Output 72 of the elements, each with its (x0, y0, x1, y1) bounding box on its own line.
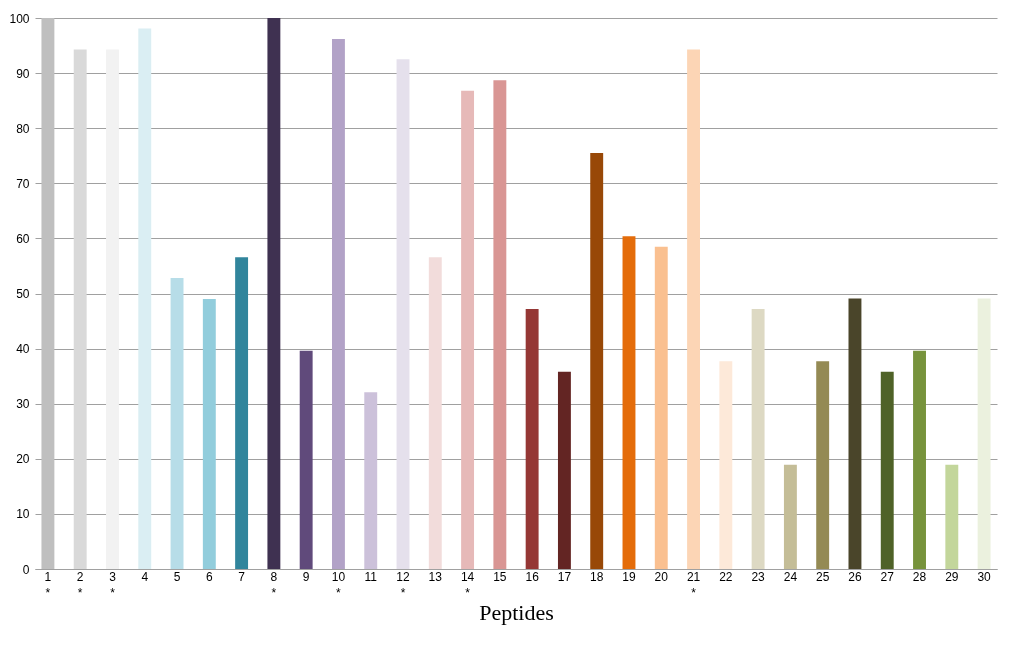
x-tick-label: 10 * (331, 569, 346, 600)
x-tick-label: 20 (654, 569, 669, 584)
bar (557, 371, 571, 569)
x-axis-title: Peptides (479, 599, 554, 625)
x-tick-label: 4 (141, 569, 149, 584)
bar (364, 392, 378, 569)
x-tick-label: 6 (205, 569, 213, 584)
bar (880, 371, 894, 569)
bar (235, 257, 249, 569)
bar (622, 236, 636, 569)
y-tick-label: 40 (16, 342, 30, 357)
y-tick-label: 20 (16, 452, 30, 467)
bar (202, 299, 216, 569)
x-tick-label: 29 (945, 569, 959, 584)
bar (719, 361, 733, 569)
y-tick-label: 0 (22, 562, 30, 577)
bar (331, 38, 345, 569)
x-tick-label: 23 (751, 569, 766, 584)
x-tick-label: 7 (238, 569, 246, 584)
bar (170, 278, 184, 569)
bar (138, 28, 152, 569)
x-tick-label: 2 * (76, 569, 84, 600)
x-tick-label: 15 (493, 569, 507, 584)
y-tick-label: 30 (16, 397, 30, 412)
x-tick-label: 25 (816, 569, 830, 584)
x-tick-label: 30 (977, 569, 992, 584)
bar (461, 90, 475, 569)
bar (299, 350, 313, 569)
bar (751, 308, 765, 569)
x-tick-label: 8 * (270, 569, 278, 600)
y-tick-label: 60 (16, 231, 30, 246)
x-tick-label: 21 * (686, 569, 701, 600)
y-tick-label: 70 (16, 176, 30, 191)
x-tick-label: 3 * (109, 569, 117, 600)
bar (106, 49, 119, 569)
x-tick-label: 16 (525, 569, 540, 584)
x-tick-label: 5 (173, 569, 181, 584)
x-tick-label: 17 (557, 569, 572, 584)
bar (590, 153, 604, 569)
x-tick-label: 12 * (396, 569, 411, 600)
y-tick-label: 10 (16, 507, 30, 522)
y-tick-label: 80 (16, 121, 30, 136)
bar (913, 350, 926, 569)
x-tick-label: 27 (880, 569, 895, 584)
bar (848, 298, 862, 569)
bar (493, 80, 507, 569)
x-tick-label: 18 (590, 569, 604, 584)
y-tick-label: 90 (16, 66, 30, 81)
bar (654, 246, 668, 569)
x-tick-label: 28 (912, 569, 927, 584)
x-tick-label: 26 (848, 569, 862, 584)
x-tick-label: 14 * (460, 569, 475, 600)
x-tick-label: 24 (783, 569, 798, 584)
bar (428, 257, 442, 569)
x-tick-label: 1 * (44, 569, 52, 600)
bar (41, 18, 55, 569)
bar (783, 464, 797, 569)
bar (525, 308, 539, 569)
bar (73, 49, 87, 569)
bar (945, 464, 959, 569)
bar (687, 49, 701, 569)
x-tick-label: 9 (302, 569, 310, 584)
y-tick-label: 50 (16, 287, 30, 301)
bar (267, 18, 281, 569)
bar (977, 298, 991, 569)
bar (396, 59, 410, 569)
x-tick-label: 13 (428, 569, 443, 584)
bar (816, 361, 830, 569)
x-tick-label: 22 (719, 569, 733, 584)
y-tick-label: 100 (9, 11, 30, 26)
x-tick-label: 19 (622, 569, 636, 584)
x-tick-label: 11 (364, 569, 378, 584)
